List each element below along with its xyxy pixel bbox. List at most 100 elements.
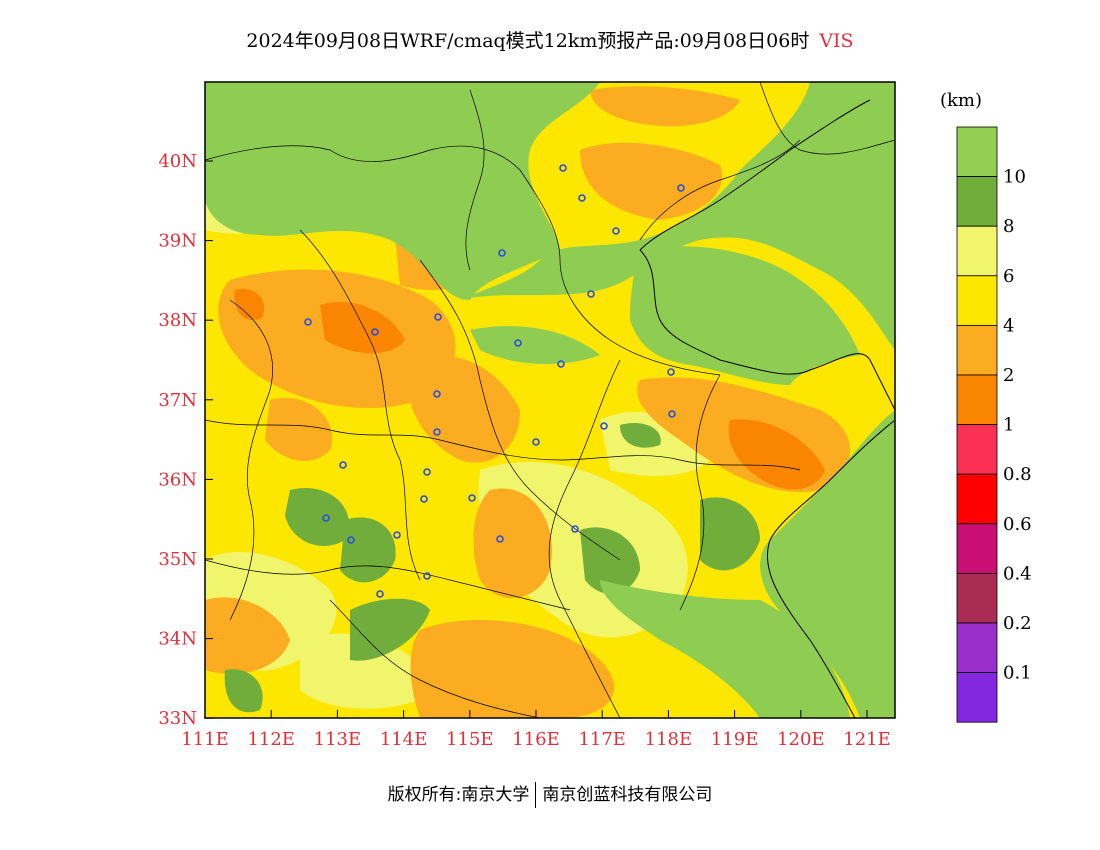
visibility-patch xyxy=(410,620,615,718)
station-marker xyxy=(667,368,675,376)
station-marker xyxy=(347,536,355,544)
sea-area xyxy=(760,410,895,718)
station-marker xyxy=(468,494,476,502)
colorbar-swatch xyxy=(956,523,998,574)
lon-tick-label: 111E xyxy=(181,729,229,750)
visibility-patch xyxy=(234,289,265,320)
lat-tick-label: 40N xyxy=(158,151,197,172)
station-marker xyxy=(423,572,431,580)
station-marker xyxy=(376,590,384,598)
station-marker xyxy=(496,535,504,543)
colorbar-swatch xyxy=(956,622,998,673)
station-marker xyxy=(433,390,441,398)
lon-tick-label: 115E xyxy=(446,729,494,750)
station-marker xyxy=(600,422,608,430)
footer-separator xyxy=(535,782,537,808)
visibility-patch xyxy=(205,82,600,300)
visibility-patch xyxy=(460,82,895,350)
visibility-patch xyxy=(265,398,332,461)
lat-tick-label: 35N xyxy=(158,549,197,570)
copyright-right: 南京创蓝科技有限公司 xyxy=(542,785,713,805)
station-marker xyxy=(571,525,579,533)
lon-tick-label: 113E xyxy=(314,729,362,750)
station-marker xyxy=(423,468,431,476)
colorbar: 10 8 6 4 2 1 0.8 0.6 0.4 0.2 0.1 xyxy=(956,126,1032,723)
visibility-patch xyxy=(300,633,440,709)
visibility-patch xyxy=(470,326,600,365)
station-marker xyxy=(393,531,401,539)
colorbar-swatch xyxy=(956,573,998,624)
station-marker xyxy=(668,410,676,418)
visibility-patch xyxy=(728,419,825,490)
colorbar-label: 2 xyxy=(1003,365,1014,386)
station-marker xyxy=(557,360,565,368)
visibility-patch xyxy=(620,422,661,448)
station-marker xyxy=(578,194,586,202)
lat-tick-label: 38N xyxy=(158,310,197,331)
map-field xyxy=(205,82,895,718)
copyright-footer: 版权所有:南京大学 南京创蓝科技有限公司 xyxy=(0,780,1100,808)
colorbar-swatch xyxy=(956,126,998,177)
visibility-patch xyxy=(580,142,722,220)
visibility-patch xyxy=(700,497,760,571)
station-marker xyxy=(677,184,685,192)
colorbar-label: 0.2 xyxy=(1003,613,1032,634)
station-marker xyxy=(371,328,379,336)
visibility-patch xyxy=(350,598,430,661)
colorbar-swatch xyxy=(956,324,998,376)
colorbar-label: 0.6 xyxy=(1003,514,1032,535)
longitude-axis: 111E 112E 113E 114E 115E 116E 117E 118E 119E 120E… xyxy=(181,710,891,750)
lon-tick-label: 121E xyxy=(843,729,891,750)
coastline xyxy=(639,99,895,718)
visibility-patch xyxy=(224,669,263,713)
lon-tick-label: 116E xyxy=(512,729,560,750)
colorbar-label: 0.4 xyxy=(1003,563,1032,584)
colorbar-label: 6 xyxy=(1003,266,1014,287)
colorbar-swatch xyxy=(956,672,998,723)
station-marker xyxy=(304,318,312,326)
colorbar-label: 0.1 xyxy=(1003,663,1032,684)
station-marker xyxy=(559,164,567,172)
lon-tick-label: 118E xyxy=(645,729,693,750)
copyright-left: 版权所有:南京大学 xyxy=(387,785,530,805)
colorbar-swatch xyxy=(956,225,998,277)
station-marker xyxy=(532,438,540,446)
colorbar-label: 0.8 xyxy=(1003,464,1032,485)
colorbar-unit: (km) xyxy=(940,90,983,111)
station-marker xyxy=(587,290,595,298)
lon-tick-label: 112E xyxy=(247,729,295,750)
lon-tick-label: 119E xyxy=(711,729,759,750)
colorbar-label: 10 xyxy=(1003,167,1026,188)
visibility-patch xyxy=(320,301,405,354)
lat-tick-label: 33N xyxy=(158,708,197,729)
colorbar-swatch xyxy=(956,275,998,326)
colorbar-label: 1 xyxy=(1003,415,1014,436)
station-marker xyxy=(514,339,522,347)
station-marker xyxy=(612,227,620,235)
lon-tick-label: 114E xyxy=(380,729,428,750)
colorbar-label: 8 xyxy=(1003,216,1014,237)
station-marker xyxy=(434,313,442,321)
sea-area xyxy=(600,580,850,718)
colorbar-swatch xyxy=(956,176,998,227)
colorbar-swatch xyxy=(956,424,998,475)
sea-area xyxy=(630,246,860,385)
colorbar-swatch xyxy=(956,374,998,425)
lon-tick-label: 120E xyxy=(777,729,825,750)
lat-tick-label: 36N xyxy=(158,469,197,490)
lat-tick-label: 34N xyxy=(158,629,197,650)
latitude-axis: 40N 39N 38N 37N 36N 35N 34N 33N xyxy=(158,151,213,729)
variable-label: VIS xyxy=(819,30,854,52)
colorbar-label: 4 xyxy=(1003,315,1014,336)
station-marker xyxy=(498,249,506,257)
visibility-patch xyxy=(285,488,349,546)
station-markers xyxy=(304,164,685,598)
visibility-patch xyxy=(205,597,290,674)
station-marker xyxy=(433,428,441,436)
station-marker xyxy=(339,461,347,469)
station-marker xyxy=(420,495,428,503)
title-text: 2024年09月08日WRF/cmaq模式12km预报产品:09月08日06时 xyxy=(246,30,810,52)
lat-tick-label: 37N xyxy=(158,390,197,411)
visibility-patch xyxy=(590,86,740,127)
